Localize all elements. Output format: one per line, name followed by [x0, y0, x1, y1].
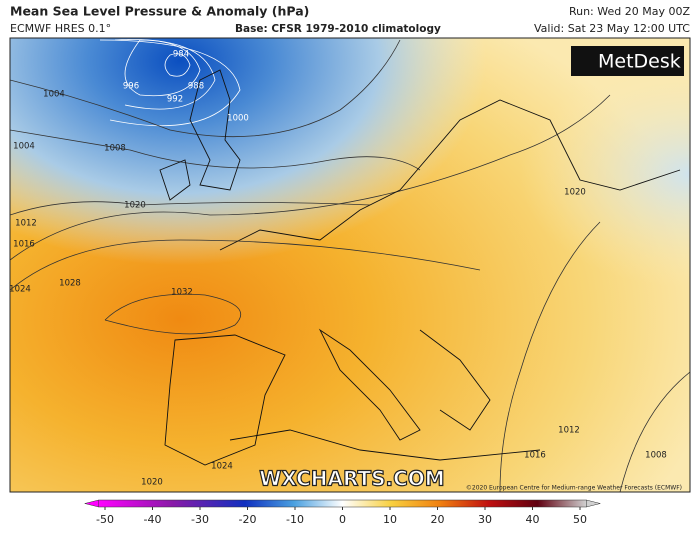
isobar-label: 1028 — [59, 279, 81, 289]
logo: MetDesk — [598, 51, 681, 73]
isobar-label: 996 — [123, 82, 139, 92]
colorbar-tick-label: -20 — [239, 513, 257, 526]
valid: Valid: Sat 23 May 12:00 UTC — [534, 22, 690, 35]
colorbar — [98, 499, 587, 508]
colorbar-tick-label: -30 — [191, 513, 209, 526]
isobar-label: 1012 — [15, 219, 37, 229]
isobar-label: 1024 — [9, 285, 31, 295]
colorbar-arrow-right — [586, 499, 601, 508]
isobar-label: 1020 — [141, 478, 163, 488]
isobar-label: 1016 — [13, 240, 35, 250]
colorbar-tick-label: 30 — [478, 513, 492, 526]
colorbar-tick-label: 50 — [573, 513, 587, 526]
isobar-label: 992 — [167, 95, 183, 105]
base: Base: CFSR 1979-2010 climatology — [235, 23, 441, 35]
model: ECMWF HRES 0.1° — [10, 22, 111, 35]
colorbar-tick-label: 0 — [339, 513, 346, 526]
colorbar-tick-label: 10 — [383, 513, 397, 526]
isobar-label: 1008 — [645, 451, 667, 461]
isobar-label: 1012 — [558, 426, 580, 436]
colorbar-tick-label: 40 — [526, 513, 540, 526]
isobar-label: 1016 — [524, 451, 546, 461]
colorbar-tick-label: -10 — [286, 513, 304, 526]
title: Mean Sea Level Pressure & Anomaly (hPa) — [10, 4, 309, 19]
copyright: ©2020 European Centre for Medium-range W… — [466, 485, 682, 492]
watermark: WXCHARTS.COM — [259, 467, 444, 491]
colorbar-tick-label: -50 — [96, 513, 114, 526]
isobar-label: 1024 — [211, 462, 233, 472]
map — [10, 38, 690, 492]
run: Run: Wed 20 May 00Z — [569, 5, 691, 18]
colorbar-tick-label: 20 — [431, 513, 445, 526]
isobar-label: 1032 — [171, 288, 193, 298]
map-frame — [9, 37, 691, 493]
colorbar-tick-label: -40 — [144, 513, 162, 526]
isobar-label: 1008 — [104, 144, 126, 154]
isobar-label: 988 — [188, 82, 204, 92]
isobar-label: 1004 — [13, 142, 35, 152]
isobar-label: 1000 — [227, 114, 249, 124]
isobar-label: 1020 — [124, 201, 146, 211]
isobar-label: 984 — [173, 50, 189, 60]
logo-box — [571, 46, 684, 76]
isobar-label: 1004 — [43, 90, 65, 100]
colorbar-arrow-left — [84, 499, 99, 508]
isobar-label: 1020 — [564, 188, 586, 198]
